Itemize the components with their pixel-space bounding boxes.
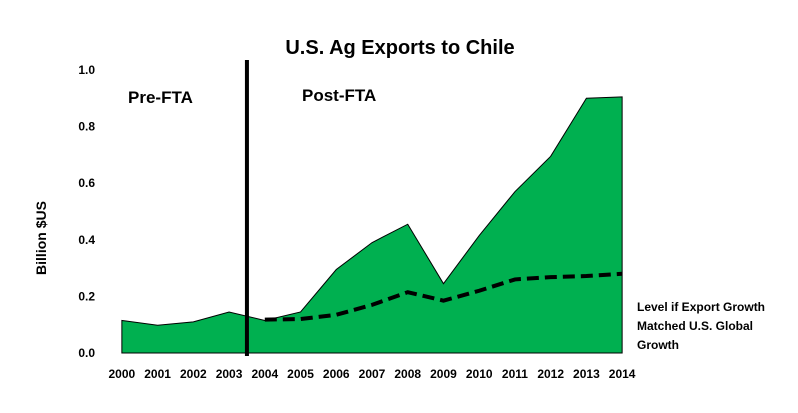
legend-line: Matched U.S. Global — [637, 319, 753, 333]
dashed-line-legend: Level if Export Growth Matched U.S. Globa… — [637, 300, 765, 352]
area-layer — [121, 96, 623, 354]
x-tick-label: 2007 — [359, 367, 386, 381]
x-tick-label: 2002 — [180, 367, 207, 381]
y-axis-label: Billion $US — [33, 201, 49, 275]
chart-title: U.S. Ag Exports to Chile — [285, 37, 514, 59]
y-tick-label: 0.8 — [78, 120, 95, 134]
x-tick-label: 2003 — [216, 367, 243, 381]
x-tick-label: 2010 — [466, 367, 493, 381]
x-tick-label: 2013 — [573, 367, 600, 381]
growth-matched-line — [264, 271, 623, 322]
x-tick-labels: 2000 2001 2002 2003 2004 2005 2006 2007 2008 2009… — [109, 367, 636, 381]
x-tick-label: 2012 — [537, 367, 564, 381]
y-tick-labels: 0.0 0.2 0.4 0.6 0.8 1.0 — [78, 63, 95, 360]
x-tick-label: 2001 — [144, 367, 171, 381]
y-tick-label: 0.2 — [78, 289, 95, 303]
dashed-line-layer — [264, 271, 623, 322]
x-tick-label: 2005 — [287, 367, 314, 381]
x-tick-label: 2009 — [430, 367, 457, 381]
x-tick-label: 2006 — [323, 367, 350, 381]
x-tick-label: 2008 — [394, 367, 421, 381]
y-tick-label: 0.4 — [78, 233, 95, 247]
x-tick-label: 2004 — [251, 367, 278, 381]
y-tick-label: 0.0 — [78, 346, 95, 360]
y-tick-label: 1.0 — [78, 63, 95, 77]
post-fta-label: Post-FTA — [302, 86, 376, 105]
exports-area — [121, 96, 623, 354]
y-tick-label: 0.6 — [78, 176, 95, 190]
x-tick-label: 2011 — [502, 367, 528, 381]
legend-line: Growth — [637, 338, 679, 352]
legend-line: Level if Export Growth — [637, 300, 765, 314]
x-tick-label: 2014 — [609, 367, 636, 381]
pre-fta-label: Pre-FTA — [128, 88, 193, 107]
x-tick-label: 2000 — [109, 367, 136, 381]
